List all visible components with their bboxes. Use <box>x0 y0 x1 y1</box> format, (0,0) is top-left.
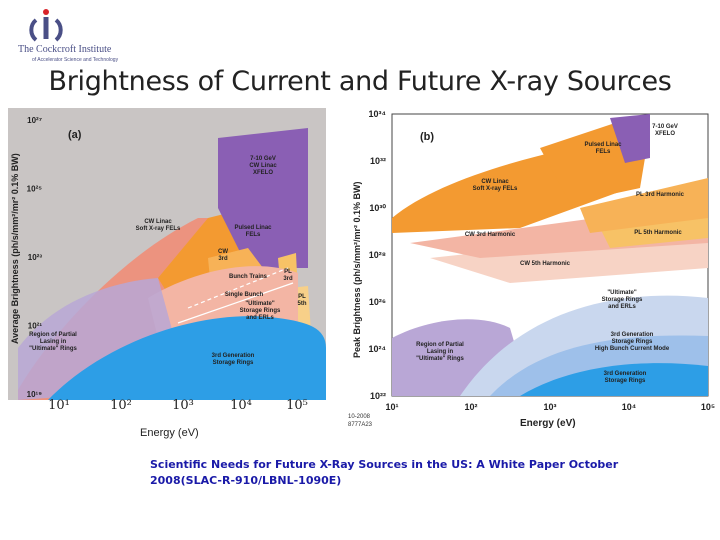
chart-b-region-label: 3rd Generation <box>611 332 654 338</box>
chart-a-region-label: Lasing in <box>40 339 67 345</box>
chart-a-region-label: Storage Rings <box>213 360 254 366</box>
chart-b-region-label: PL 5th Harmonic <box>634 230 682 236</box>
chart-a-ytick: 10¹⁹ <box>27 390 43 399</box>
chart-b-region-label: Storage Rings <box>605 378 646 384</box>
chart-b-xtick: 10¹ <box>385 402 398 412</box>
chart-b-region-label: Storage Rings <box>612 339 653 345</box>
chart-b-region-label: Lasing in <box>427 349 454 355</box>
chart-b-region-label: High Bunch Current Mode <box>595 346 670 352</box>
chart-a-region-label: Bunch Trains <box>229 274 268 280</box>
chart-b-region-label: XFELO <box>655 131 675 137</box>
chart-b-ytick: 10³⁰ <box>369 203 386 213</box>
chart-b-region-label: CW 5th Harmonic <box>520 261 571 267</box>
chart-panel-b: 10³⁴ 10³² 10³⁰ 10²⁸ 10²⁶ 10²⁴ 10²² 10¹ 10² 10³ 10… <box>340 108 720 430</box>
chart-a-ytick: 10²⁵ <box>27 185 43 194</box>
chart-b-region-label: Storage Rings <box>602 297 643 303</box>
chart-b-region-label: CW 3rd Harmonic <box>465 232 516 238</box>
chart-a-svg: 10²⁷ 10²⁵ 10²³ 10²¹ 10¹⁹ (a) Average Brightn… <box>10 116 326 400</box>
region-b-pl-3rd <box>580 178 708 233</box>
chart-b-ytick: 10²⁸ <box>369 250 386 260</box>
chart-b-xtick: 10⁴ <box>622 402 636 412</box>
logo-name: The Cockcroft Institute <box>18 44 112 55</box>
chart-b-region-label: FELs <box>596 149 611 155</box>
chart-a-region-label: and ERLs <box>246 315 274 321</box>
chart-a-region-label: CW Linac <box>144 219 172 225</box>
chart-b-figure-code-2: 8777A23 <box>348 422 373 428</box>
chart-b-region-label: 7-10 GeV <box>652 124 678 130</box>
chart-b-ytick: 10²⁶ <box>369 297 386 307</box>
chart-b-figure-code-1: 10-2008 <box>348 414 371 420</box>
chart-a-region-label: PL <box>298 294 306 300</box>
chart-a-region-label: 5th <box>298 301 307 307</box>
chart-b-xtick: 10⁵ <box>701 402 715 412</box>
chart-a-ytick: 10²¹ <box>28 322 43 331</box>
chart-a-xtick-3: 10³ <box>172 398 194 413</box>
chart-b-region-label: Region of Partial <box>416 342 464 348</box>
chart-a-region-label: CW <box>218 249 228 255</box>
chart-a-xtick-4: 10⁴ <box>230 398 252 413</box>
region-blue-3rd-gen <box>48 316 326 400</box>
chart-b-ylabel: Peak Brightness (ph/s/mm²/mr² 0.1% BW) <box>352 181 362 358</box>
chart-a-region-label: 7-10 GeV <box>250 156 276 162</box>
region-b-blue-3rd-gen <box>520 363 708 396</box>
chart-b-region-label: and ERLs <box>608 304 636 310</box>
chart-b-region-label: 3rd Generation <box>604 371 647 377</box>
chart-b-xticks: 10¹ 10² 10³ 10⁴ 10⁵ <box>385 402 715 412</box>
chart-a-region-label: CW Linac <box>249 163 277 169</box>
chart-a-ytick: 10²³ <box>28 253 43 262</box>
chart-a-xticks: 10¹ 10² 10³ 10⁴ 10⁵ <box>8 398 338 418</box>
chart-a-xtick-5: 10⁵ <box>286 398 308 413</box>
chart-b-region-label: "Ultimate" <box>607 290 637 296</box>
chart-a-region-label: PL <box>284 269 292 275</box>
chart-b-region-label: CW Linac <box>481 179 509 185</box>
chart-b-ytick: 10²² <box>370 391 386 401</box>
logo-subtitle: of Accelerator Science and Technology <box>32 57 119 63</box>
chart-a-region-label: 3rd <box>283 276 293 282</box>
chart-b-panel-label: (b) <box>420 131 434 143</box>
chart-a-yticks: 10²⁷ 10²⁵ 10²³ 10²¹ 10¹⁹ <box>27 116 43 399</box>
chart-a-region-label: 3rd Generation <box>212 353 255 359</box>
region-purple-xfelo <box>218 128 308 268</box>
chart-a-region-label: Storage Rings <box>240 308 281 314</box>
chart-a-ylabel: Average Brightness (ph/s/mm²/mr² 0.1% BW… <box>10 153 20 344</box>
chart-a-region-label: XFELO <box>253 170 273 176</box>
chart-a-region-label: "Ultimate" Rings <box>29 346 77 352</box>
chart-a-panel-label: (a) <box>68 129 82 141</box>
chart-b-ytick: 10²⁴ <box>369 344 386 354</box>
bunch-trains-line <box>187 267 289 309</box>
region-b-xfelo <box>610 114 650 163</box>
cockcroft-logo-mark <box>29 9 63 42</box>
cockcroft-logo: The Cockcroft Institute of Accelerator S… <box>14 8 124 66</box>
chart-a-xlabel: Energy (eV) <box>140 427 199 439</box>
chart-a-region-label: FELs <box>246 232 261 238</box>
chart-b-region-label: Soft X-ray FELs <box>473 186 518 192</box>
chart-b-region-label: PL 3rd Harmonic <box>636 192 685 198</box>
chart-a-region-label: "Ultimate" <box>245 301 275 307</box>
chart-b-ytick: 10³⁴ <box>369 109 386 119</box>
chart-a-xtick-2: 10² <box>110 398 132 413</box>
slide-title: Brightness of Current and Future X-ray S… <box>48 66 672 97</box>
chart-b-xtick: 10³ <box>543 402 556 412</box>
chart-a-region-label: Pulsed Linac <box>234 225 272 231</box>
chart-a-xtick-1: 10¹ <box>48 398 70 413</box>
chart-a-region-label: 3rd <box>218 256 228 262</box>
chart-a-region-label: Region of Partial <box>29 332 77 338</box>
chart-b-yticks: 10³⁴ 10³² 10³⁰ 10²⁸ 10²⁶ 10²⁴ 10²² <box>369 109 387 401</box>
chart-b-xtick: 10² <box>464 402 477 412</box>
chart-b-xlabel: Energy (eV) <box>520 418 576 429</box>
citation: Scientific Needs for Future X-Ray Source… <box>150 458 619 487</box>
chart-a-ytick: 10²⁷ <box>27 116 42 125</box>
chart-b-ytick: 10³² <box>370 156 386 166</box>
chart-a-region-label: Soft X-ray FELs <box>136 226 181 232</box>
chart-b-region-label: Pulsed Linac <box>584 142 622 148</box>
chart-b-region-label: "Ultimate" Rings <box>416 356 464 362</box>
single-bunch-line <box>177 282 294 324</box>
chart-a-region-label: Single Bunch <box>225 292 264 298</box>
chart-panel-a: 10²⁷ 10²⁵ 10²³ 10²¹ 10¹⁹ (a) Average Brightn… <box>8 108 326 400</box>
